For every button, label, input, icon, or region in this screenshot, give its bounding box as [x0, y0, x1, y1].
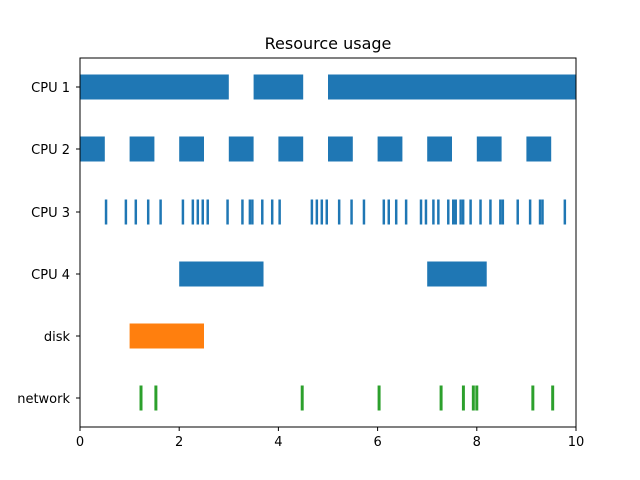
- bar-segment-cpu-3-10: [226, 199, 229, 225]
- y-tick-label: CPU 4: [31, 268, 70, 283]
- bar-segment-cpu-2-9: [526, 136, 552, 162]
- bar-segment-cpu-3-5: [181, 199, 185, 225]
- bar-segment-cpu-2-3: [228, 136, 254, 162]
- bar-segment-cpu-2-6: [377, 136, 403, 162]
- bar-segment-cpu-2-1: [129, 136, 155, 162]
- bar-segment-cpu-1-2: [328, 74, 576, 100]
- bar-segment-cpu-3-18: [315, 199, 319, 225]
- bar-segment-cpu-4-1: [427, 261, 487, 287]
- bar-segment-network-8: [531, 385, 535, 411]
- bar-segment-cpu-3-19: [320, 199, 324, 225]
- bar-segment-cpu-3-12: [248, 199, 252, 225]
- x-tick-label: 0: [76, 435, 84, 450]
- bar-segment-cpu-3-4: [159, 199, 162, 225]
- bar-segment-cpu-3-23: [362, 199, 366, 225]
- x-tick-label: 10: [568, 435, 585, 450]
- bar-segment-cpu-3-0: [104, 199, 108, 225]
- bar-segment-cpu-3-31: [437, 199, 440, 225]
- bar-segment-cpu-3-8: [201, 199, 204, 225]
- bar-segment-cpu-3-45: [541, 199, 544, 225]
- bar-segment-cpu-3-28: [419, 199, 423, 225]
- x-tick-label: 6: [373, 435, 381, 450]
- bar-segment-cpu-2-5: [328, 136, 353, 162]
- bar-segment-cpu-3-36: [461, 199, 465, 225]
- bar-segment-cpu-3-41: [501, 199, 505, 225]
- bar-segment-cpu-3-9: [206, 199, 209, 225]
- bar-segment-disk-0: [129, 323, 204, 349]
- bar-segment-network-9: [551, 385, 555, 411]
- bar-segment-cpu-3-32: [447, 199, 450, 225]
- bar-segment-cpu-2-2: [179, 136, 204, 162]
- y-tick-label: disk: [44, 330, 71, 345]
- axis-ticks: CPU 1 CPU 2 CPU 3 CPU 4 disk network 0 2 4 6 8 10: [17, 81, 584, 450]
- bar-segment-cpu-1-1: [253, 74, 304, 100]
- bar-segment-cpu-3-38: [479, 199, 482, 225]
- bar-segment-network-7: [475, 385, 479, 411]
- bar-segment-cpu-3-16: [278, 199, 281, 225]
- bar-segment-cpu-3-46: [563, 199, 567, 225]
- y-tick-label: network: [17, 392, 70, 407]
- bar-segment-network-1: [154, 385, 158, 411]
- bar-segment-cpu-3-34: [454, 199, 457, 225]
- plot-frame: [79, 57, 577, 428]
- bar-segment-cpu-3-7: [196, 199, 200, 225]
- bar-segment-cpu-1-0: [80, 74, 229, 100]
- chart-title: Resource usage: [265, 34, 392, 53]
- bar-segment-cpu-3-40: [499, 199, 502, 225]
- bar-segment-network-0: [139, 385, 143, 411]
- bar-segment-cpu-2-0: [80, 136, 105, 162]
- bar-segment-network-5: [461, 385, 465, 411]
- bar-segment-network-6: [471, 385, 475, 411]
- bar-segment-cpu-3-15: [270, 199, 274, 225]
- bar-segment-cpu-3-2: [134, 199, 138, 225]
- bar-segment-cpu-3-21: [337, 199, 341, 225]
- bar-segment-cpu-3-20: [325, 199, 328, 225]
- bar-segment-cpu-3-11: [241, 199, 244, 225]
- bar-segment-cpu-3-1: [124, 199, 128, 225]
- bar-segment-cpu-3-26: [394, 199, 398, 225]
- bar-segment-cpu-3-27: [404, 199, 408, 225]
- y-tick-label: CPU 3: [31, 206, 70, 221]
- bar-segment-network-2: [300, 385, 304, 411]
- bar-segment-network-4: [439, 385, 443, 411]
- bar-segment-cpu-3-33: [452, 199, 455, 225]
- bar-segment-cpu-3-37: [469, 199, 472, 225]
- x-tick-label: 2: [175, 435, 183, 450]
- bar-segment-cpu-3-13: [251, 199, 254, 225]
- bar-segment-cpu-3-22: [350, 199, 353, 225]
- bar-segment-cpu-3-35: [459, 199, 462, 225]
- x-tick-label: 4: [274, 435, 282, 450]
- bar-segment-cpu-3-3: [146, 199, 150, 225]
- bar-segment-cpu-4-0: [179, 261, 264, 287]
- bar-segment-cpu-3-30: [432, 199, 435, 225]
- bar-segment-cpu-3-43: [528, 199, 532, 225]
- bar-segment-cpu-3-24: [382, 199, 386, 225]
- bar-segment-cpu-3-14: [261, 199, 264, 225]
- bar-segment-cpu-3-25: [387, 199, 390, 225]
- bar-segment-cpu-3-17: [310, 199, 314, 225]
- bar-segment-cpu-3-44: [538, 199, 542, 225]
- bar-segment-cpu-3-6: [191, 199, 195, 225]
- bar-segment-cpu-2-8: [476, 136, 502, 162]
- plot-bars: [80, 74, 576, 411]
- bar-segment-cpu-3-39: [489, 199, 492, 225]
- x-tick-label: 8: [473, 435, 481, 450]
- bar-segment-network-3: [377, 385, 381, 411]
- y-tick-label: CPU 1: [31, 81, 70, 96]
- bar-segment-cpu-3-29: [424, 199, 428, 225]
- bar-segment-cpu-2-7: [427, 136, 452, 162]
- bar-segment-cpu-3-42: [516, 199, 519, 225]
- y-tick-label: CPU 2: [31, 143, 70, 158]
- bar-segment-cpu-2-4: [278, 136, 304, 162]
